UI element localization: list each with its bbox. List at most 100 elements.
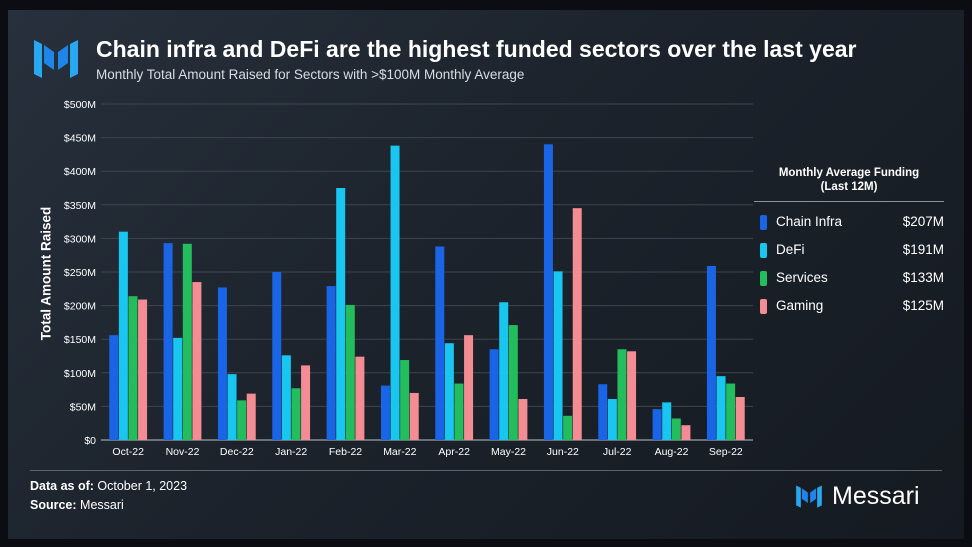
bar-services [508, 325, 518, 440]
y-tick-label: $250M [64, 267, 96, 279]
bar-chain-infra [380, 385, 390, 440]
bar-gaming [246, 393, 256, 440]
messari-logo-icon [34, 40, 78, 78]
y-tick-label: $0 [84, 435, 96, 447]
legend: Monthly Average Funding (Last 12M) Chain… [754, 166, 944, 320]
bar-chain-infra [272, 272, 282, 440]
bar-gaming [192, 282, 202, 440]
data-as-of-value: October 1, 2023 [97, 479, 188, 493]
bar-gaming [464, 335, 474, 440]
legend-item-value: $207M [902, 214, 944, 229]
footer-divider [30, 470, 942, 471]
bar-chain-infra [435, 246, 445, 440]
legend-item-value: $125M [902, 298, 944, 313]
bar-defi [662, 402, 672, 440]
bar-defi [553, 271, 563, 440]
legend-subtitle: (Last 12M) [820, 181, 878, 193]
x-tick-label: Mar-22 [383, 446, 416, 458]
y-tick-label: $450M [64, 133, 96, 145]
bar-defi [336, 188, 346, 440]
source-label: Source: [30, 498, 77, 512]
legend-swatch [760, 243, 767, 258]
y-tick-label: $400M [64, 166, 96, 178]
x-tick-label: Sep-22 [709, 446, 743, 458]
bar-services [182, 243, 192, 440]
bar-services [345, 304, 355, 440]
chart-card: Chain infra and DeFi are the highest fun… [8, 10, 964, 539]
chart-subtitle: Monthly Total Amount Raised for Sectors … [96, 67, 525, 82]
bar-defi [390, 145, 400, 440]
bar-services [454, 383, 464, 440]
bar-defi [173, 337, 183, 440]
bar-gaming [355, 356, 365, 440]
bar-services [563, 415, 573, 440]
bar-services [237, 400, 247, 440]
bar-defi [281, 355, 291, 440]
bar-chain-infra [489, 349, 499, 440]
x-tick-label: Jun-22 [547, 446, 579, 458]
bar-chart: $0 $50M $100M $150M $200M $250M $300M $350M $400… [64, 99, 753, 458]
bar-defi [227, 374, 237, 440]
bar-services [617, 349, 627, 440]
bar-gaming [627, 351, 637, 440]
bar-gaming [572, 208, 582, 440]
legend-item-services: Services $133M [754, 264, 944, 292]
legend-swatch [760, 215, 767, 230]
legend-item-label: Chain Infra [776, 214, 843, 229]
legend-item-defi: DeFi $191M [754, 236, 944, 264]
bar-gaming [138, 299, 148, 440]
x-tick-label: Nov-22 [166, 446, 200, 458]
bar-defi [444, 343, 454, 440]
legend-item-label: DeFi [776, 242, 805, 257]
x-tick-label: May-22 [491, 446, 526, 458]
legend-swatch [760, 299, 767, 314]
y-tick-label: $100M [64, 368, 96, 380]
y-tick-label: $350M [64, 200, 96, 212]
bar-gaming [301, 365, 311, 440]
source-value: Messari [80, 498, 124, 512]
bar-chain-infra [543, 144, 553, 440]
y-tick-label: $300M [64, 233, 96, 245]
bar-services [400, 360, 410, 440]
legend-item-value: $191M [902, 242, 944, 257]
bar-services [291, 388, 301, 440]
bar-defi [118, 231, 128, 440]
legend-item-gaming: Gaming $125M [754, 292, 944, 320]
legend-item-value: $133M [902, 270, 944, 285]
legend-item-chain-infra: Chain Infra $207M [754, 208, 944, 236]
bar-defi [716, 376, 726, 440]
data-as-of: Data as of: October 1, 2023 [30, 479, 187, 493]
x-tick-label: Oct-22 [112, 446, 144, 458]
bar-chain-infra [217, 287, 227, 440]
legend-title: Monthly Average Funding [778, 167, 920, 179]
bar-defi [607, 399, 617, 440]
legend-item-label: Gaming [776, 298, 824, 313]
x-tick-label: Dec-22 [220, 446, 254, 458]
x-tick-label: Feb-22 [329, 446, 362, 458]
x-tick-label: Jan-22 [275, 446, 307, 458]
bar-chain-infra [163, 243, 173, 440]
data-as-of-label: Data as of: [30, 479, 94, 493]
bar-gaming [735, 396, 745, 440]
x-tick-label: Aug-22 [655, 446, 689, 458]
legend-swatch [760, 271, 767, 286]
bar-gaming [681, 425, 691, 440]
y-tick-label: $200M [64, 301, 96, 313]
brand-name: Messari [832, 482, 920, 510]
bar-gaming [409, 392, 419, 440]
bar-defi [499, 302, 509, 440]
bar-services [726, 383, 736, 440]
bar-chain-infra [598, 384, 608, 440]
legend-item-label: Services [776, 270, 828, 285]
y-tick-label: $150M [64, 334, 96, 346]
bar-chain-infra [652, 409, 662, 440]
x-tick-label: Jul-22 [603, 446, 632, 458]
messari-logo-icon [796, 485, 822, 508]
bar-chain-infra [706, 265, 716, 440]
legend-divider [754, 201, 944, 202]
source: Source: Messari [30, 498, 124, 512]
bar-services [128, 296, 138, 440]
y-tick-label: $500M [64, 99, 96, 111]
x-tick-label: Apr-22 [438, 446, 470, 458]
y-tick-label: $50M [70, 401, 96, 413]
